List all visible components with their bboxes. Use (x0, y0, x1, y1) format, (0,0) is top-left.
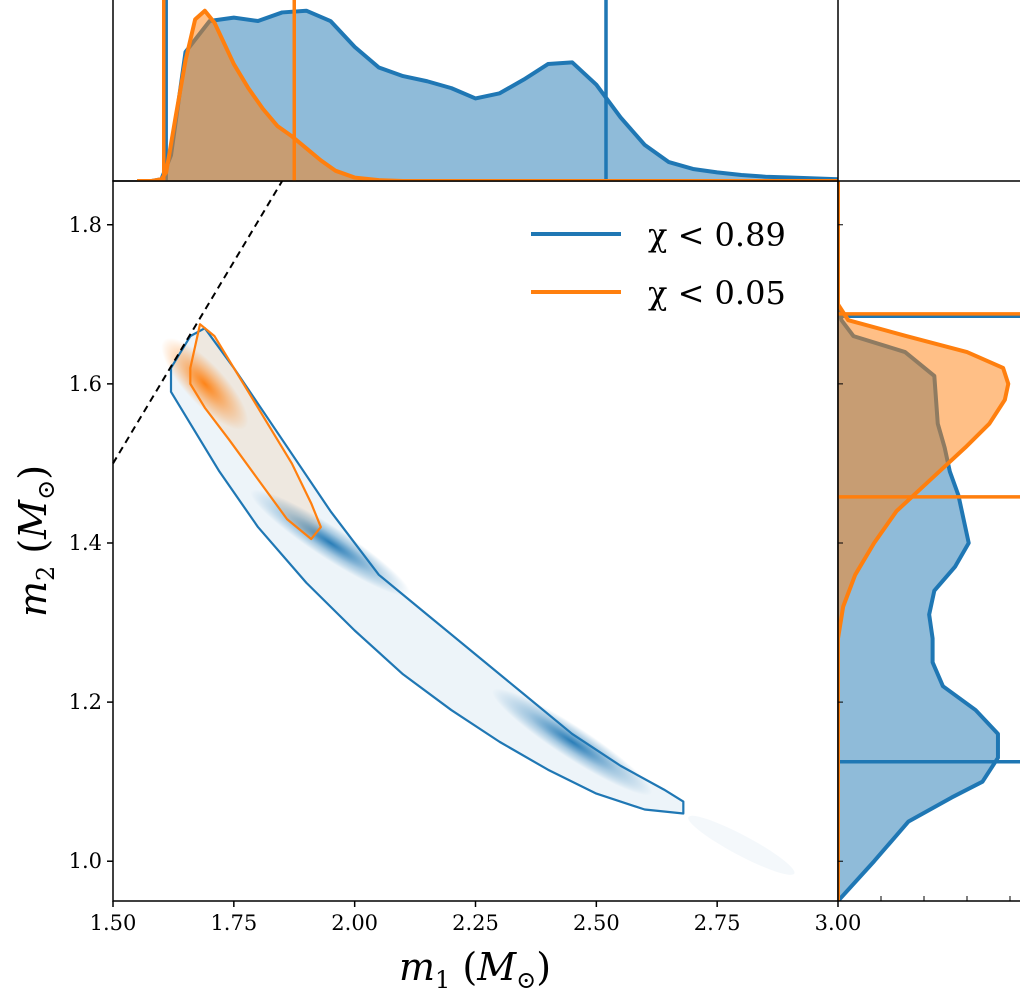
m2-marginal-fill-orange (838, 181, 1009, 901)
orange-contour (189, 323, 322, 541)
m2-marginal-layer (838, 181, 1020, 901)
x-tick-label: 2.75 (694, 911, 741, 935)
x-tick-label: 3.00 (815, 911, 862, 935)
y-tick-label: 1.0 (69, 849, 102, 873)
x-tick-label: 2.00 (331, 911, 378, 935)
x-axis-ticks: 1.50 1.75 2.00 2.25 2.50 2.75 3.00 (90, 901, 862, 935)
y-axis-label: m2 (M⊙) (11, 465, 60, 617)
m2-marginal-frame (837, 180, 1020, 902)
joint-contour-layer (169, 323, 685, 815)
legend-label-orange: χ < 0.05 (648, 274, 786, 312)
x-tick-label: 2.50 (573, 911, 620, 935)
m1-marginal-frame (112, 0, 839, 182)
m2-marginal-line-orange (838, 181, 1011, 901)
x-tick-label: 1.50 (90, 911, 137, 935)
m1-marginal-layer (137, 0, 838, 181)
equal-mass-reference-line (112, 180, 284, 464)
legend: χ < 0.89 χ < 0.05 (531, 216, 786, 312)
blue-contour (169, 327, 685, 815)
joint-panel: 1.50 1.75 2.00 2.25 2.50 2.75 3.00 1.01.21.41.… (69, 180, 862, 935)
m1-marginal-fill-orange (137, 10, 838, 181)
m2-marginal-ticks (838, 224, 1011, 901)
density-tail (688, 815, 795, 875)
m2-marginal-panel (837, 180, 1020, 902)
m1-marginal-panel (112, 0, 839, 182)
density-peak (492, 688, 653, 796)
y-tick-label: 1.8 (69, 213, 102, 237)
density-peak (161, 337, 249, 430)
m1-marginal-fill-blue (137, 10, 838, 181)
m1-marginal-line-orange (137, 8, 838, 181)
legend-label-blue: χ < 0.89 (648, 216, 786, 254)
y-tick-label: 1.6 (69, 372, 102, 396)
y-tick-label: 1.4 (69, 531, 102, 555)
x-tick-label: 2.25 (452, 911, 499, 935)
density-peak (250, 489, 411, 597)
joint-density-layer (161, 324, 795, 875)
y-tick-label: 1.2 (69, 690, 102, 714)
x-tick-label: 1.75 (210, 911, 257, 935)
y-axis-ticks: 1.0 1.2 1.4 1.6 1.8 (69, 213, 113, 873)
x-axis-label: m1 (M⊙) (399, 945, 551, 994)
